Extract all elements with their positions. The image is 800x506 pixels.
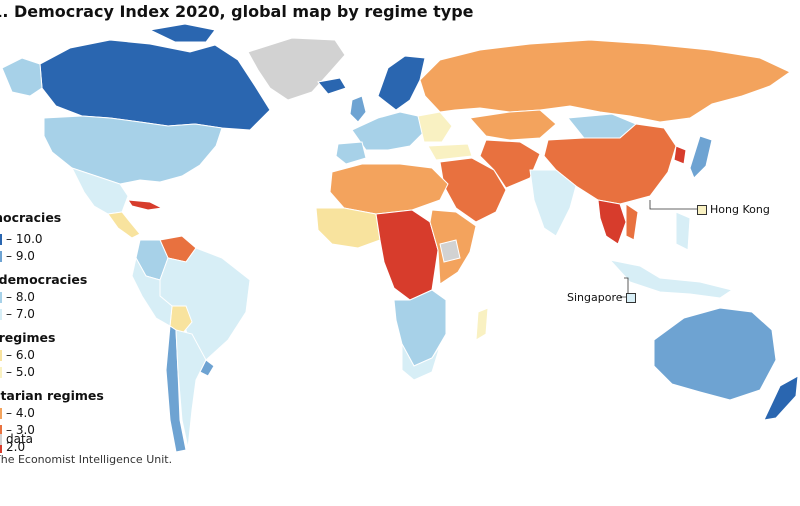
uk[interactable] (349, 95, 367, 123)
singapore-swatch (625, 292, 636, 303)
legend-item-no-data: data (0, 432, 33, 446)
eastern-europe[interactable] (417, 111, 453, 143)
australia[interactable] (653, 307, 777, 401)
legend-swatch (0, 424, 2, 436)
singapore-leader (620, 277, 629, 298)
singapore-callout: Singapore (567, 291, 636, 304)
hong-kong-callout: Hong Kong (697, 203, 770, 216)
legend-item-auth-3: 2.0 (0, 440, 25, 454)
philippines[interactable] (675, 211, 691, 251)
iceland[interactable] (317, 77, 347, 95)
horn-of-africa[interactable] (439, 239, 461, 263)
southeast-asia[interactable] (597, 199, 627, 245)
japan[interactable] (689, 135, 713, 179)
legend-swatch (0, 366, 2, 378)
legend-category-hybrid: l regimes (0, 330, 56, 345)
russia[interactable] (419, 39, 791, 123)
scandinavia[interactable] (377, 55, 426, 111)
madagascar[interactable] (475, 307, 489, 341)
korea[interactable] (673, 145, 687, 165)
legend-swatch (0, 349, 2, 361)
kazakhstan[interactable] (469, 109, 557, 141)
legend-category-flawed: l democracies (0, 272, 88, 287)
hong-kong-leader (649, 200, 697, 210)
legend-swatch (0, 308, 2, 320)
central-africa[interactable] (375, 209, 439, 301)
indonesia[interactable] (608, 259, 734, 299)
new-zealand[interactable] (763, 375, 799, 421)
legend-swatch (0, 441, 2, 453)
legend-item-flawed-low: – 7.0 (0, 307, 35, 321)
central-america[interactable] (107, 211, 141, 239)
legend-item-hybrid-low: – 5.0 (0, 365, 35, 379)
legend-swatch (0, 250, 2, 262)
iberia[interactable] (335, 141, 367, 165)
legend-item-auth-2: – 3.0 (0, 423, 35, 437)
india[interactable] (529, 169, 577, 237)
argentina[interactable] (175, 329, 207, 449)
legend-item-full-high: – 10.0 (0, 232, 43, 246)
map-title: t 1. Democracy Index 2020, global map by… (0, 2, 474, 21)
usa[interactable] (43, 115, 223, 185)
legend-item-flawed-high: – 8.0 (0, 290, 35, 304)
hong-kong-label: Hong Kong (710, 203, 770, 216)
legend-category-full: mocracies (0, 210, 62, 225)
singapore-label: Singapore (567, 291, 623, 304)
cuba[interactable] (127, 199, 164, 211)
north-africa[interactable] (329, 163, 449, 215)
vietnam[interactable] (625, 203, 639, 241)
uruguay[interactable] (199, 359, 215, 377)
turkey[interactable] (427, 143, 473, 161)
legend-swatch (0, 233, 2, 245)
legend-swatch-no-data (0, 433, 2, 445)
legend-item-hybrid-high: – 6.0 (0, 348, 35, 362)
peru[interactable] (131, 256, 173, 327)
legend-item-auth-1: – 4.0 (0, 406, 35, 420)
legend-swatch (0, 407, 2, 419)
southern-africa[interactable] (393, 289, 447, 367)
canada-islands[interactable] (148, 23, 216, 43)
legend-item-full-low: – 9.0 (0, 249, 35, 263)
legend-category-authoritarian: ritarian regimes (0, 388, 104, 403)
alaska[interactable] (1, 57, 43, 97)
west-africa[interactable] (315, 207, 381, 249)
iran[interactable] (479, 139, 541, 189)
legend-swatch (0, 291, 2, 303)
south-africa[interactable] (401, 343, 441, 381)
middle-east[interactable] (439, 157, 507, 223)
hong-kong-swatch (697, 204, 707, 215)
source-note: The Economist Intelligence Unit. (0, 453, 173, 466)
